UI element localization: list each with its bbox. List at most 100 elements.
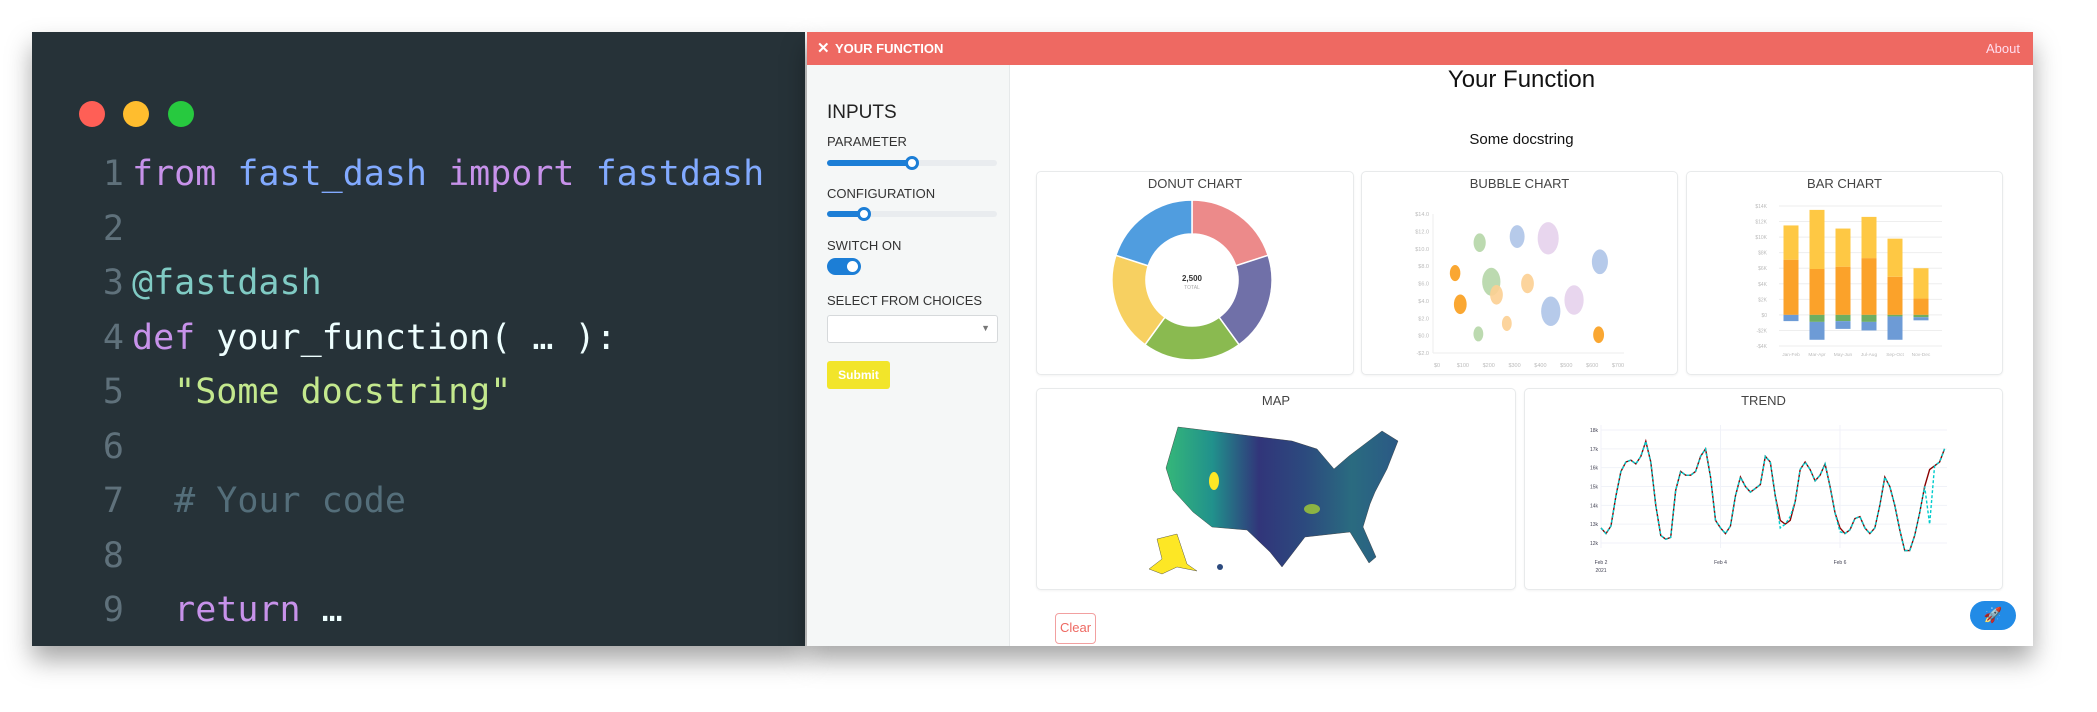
donut-slice (1191, 199, 1270, 267)
x-tick-label: $500 (1560, 363, 1572, 369)
app-header: ✕ YOUR FUNCTION About (807, 32, 2033, 65)
x-tick-label: $0 (1434, 363, 1440, 369)
bar-segment (1913, 298, 1929, 315)
inputs-sidebar: INPUTS PARAMETER CONFIGURATION SWITCH ON… (807, 65, 1010, 646)
line-number: 4 (102, 317, 124, 358)
bar-segment (1809, 314, 1825, 322)
bar-segment (1887, 238, 1903, 277)
y-tick-label: 16k (1590, 466, 1599, 472)
code-token: from (132, 154, 238, 194)
code-token: return (132, 590, 322, 630)
about-link[interactable]: About (1986, 41, 2020, 56)
x-tick-label: $200 (1483, 363, 1495, 369)
x-tick-label: Feb 4 (1714, 560, 1727, 566)
trend-line (1600, 438, 1946, 552)
bar-segment (1887, 314, 1903, 317)
y-tick-label: 17k (1590, 447, 1599, 453)
close-icon[interactable]: ✕ (817, 40, 830, 57)
y-tick-label: $6K (1758, 266, 1768, 272)
page-docstring: Some docstring (1469, 131, 1574, 148)
card-title: BUBBLE CHART (1469, 176, 1570, 191)
y-tick-label: $2.0 (1418, 316, 1429, 322)
x-tick-label: Feb 2 (1595, 560, 1608, 566)
bar-segment (1913, 317, 1929, 321)
slider-fill (827, 211, 865, 217)
code-text: from fast_dash import fastdash (132, 154, 764, 194)
code-text: # Your code (132, 481, 406, 521)
clear-button[interactable]: Clear (1055, 613, 1096, 644)
line-number: 7 (102, 481, 124, 521)
code-token: import (448, 154, 596, 194)
alaska-shape (1148, 533, 1198, 575)
fastdash-app: ✕ YOUR FUNCTION About INPUTS PARAMETER C… (807, 32, 2033, 646)
submit-button[interactable]: Submit (827, 361, 890, 389)
x-tick-label: $300 (1508, 363, 1520, 369)
inputs-heading: INPUTS (827, 102, 897, 123)
bar-segment (1835, 314, 1851, 322)
y-tick-label: $6.0 (1418, 282, 1429, 288)
line-number: 3 (102, 263, 124, 303)
y-tick-label: 13k (1590, 522, 1599, 528)
y-tick-label: 14k (1590, 503, 1599, 509)
hawaii-shape (1217, 564, 1223, 570)
us-mainland-shape (1165, 426, 1399, 568)
us-choropleth-map[interactable] (1037, 389, 1517, 591)
bar-segment (1809, 321, 1825, 340)
configuration-slider[interactable] (827, 207, 997, 221)
y-tick-label: $12K (1755, 220, 1767, 226)
x-tick-label: $100 (1457, 363, 1469, 369)
switch-toggle[interactable] (827, 258, 861, 275)
parameter-label: PARAMETER (827, 134, 907, 149)
y-tick-label: $0.0 (1418, 334, 1429, 340)
code-text: return … (132, 590, 343, 630)
select-label: SELECT FROM CHOICES (827, 293, 983, 308)
switch-label: SWITCH ON (827, 238, 902, 253)
y-tick-label: $10.0 (1415, 247, 1429, 253)
bar-segment (1913, 314, 1929, 318)
bar-segment (1835, 321, 1851, 329)
line-number: 1 (102, 154, 124, 194)
slider-handle[interactable] (905, 156, 919, 170)
bar-segment (1913, 268, 1929, 299)
page-title: Your Function (1447, 66, 1596, 93)
x-tick-label: Mar-Apr (1808, 352, 1826, 358)
bubble (1473, 326, 1484, 342)
bubble (1449, 264, 1461, 282)
x-tick-label: $700 (1612, 363, 1624, 369)
code-window: 1 from fast_dash import fastdash 2 3 @fastda… (32, 32, 805, 646)
trend-chart: 18k 17k 16k 15k 14k 13k 12k Feb 2 2021 Feb 4 Feb 6 (1590, 425, 1947, 574)
code-token: fast_dash (237, 154, 449, 194)
choices-select[interactable]: ▼ (827, 315, 998, 343)
bar-chart-card: BAR CHART $14K $12K $10K $8K $6K $4K $2K $0 -$2K… (1686, 171, 2003, 375)
window-close-dot (79, 101, 105, 127)
bubble (1521, 273, 1534, 294)
line-number: 6 (102, 426, 124, 467)
bar-segment (1861, 258, 1877, 315)
slider-fill (827, 160, 912, 166)
y-tick-label: 15k (1590, 485, 1599, 491)
bubble-chart: $14.0 $12.0 $10.0 $8.0 $6.0 $4.0 $2.0 $0.0 -$2.0… (1415, 212, 1624, 369)
y-tick-label: -$2.0 (1416, 351, 1429, 357)
x-tick-label: Feb 6 (1834, 560, 1847, 566)
bubble (1490, 285, 1503, 305)
map-highlight (1209, 472, 1219, 490)
code-text: def your_function( … ): (132, 318, 617, 358)
y-tick-label: 18k (1590, 428, 1599, 434)
donut-total-label: TOTAL (1184, 285, 1200, 291)
card-title: TREND (1741, 393, 1786, 408)
bubble (1453, 294, 1467, 315)
bubble (1591, 249, 1608, 275)
rocket-icon[interactable]: 🚀 (1970, 601, 2016, 630)
code-token: "Some docstring" (132, 372, 512, 412)
parameter-slider[interactable] (827, 156, 997, 170)
donut-total-value: 2,500 (1182, 274, 1203, 283)
y-tick-label: $14.0 (1415, 212, 1429, 218)
bar-segment (1835, 228, 1851, 267)
code-token: your_function( … ): (216, 317, 617, 358)
slider-handle[interactable] (857, 207, 872, 221)
bar-segment (1887, 316, 1903, 340)
bar-segment (1887, 276, 1903, 315)
trend-line (1600, 438, 1946, 552)
card-title: MAP (1261, 393, 1291, 408)
x-tick-sublabel: 2021 (1595, 568, 1606, 574)
